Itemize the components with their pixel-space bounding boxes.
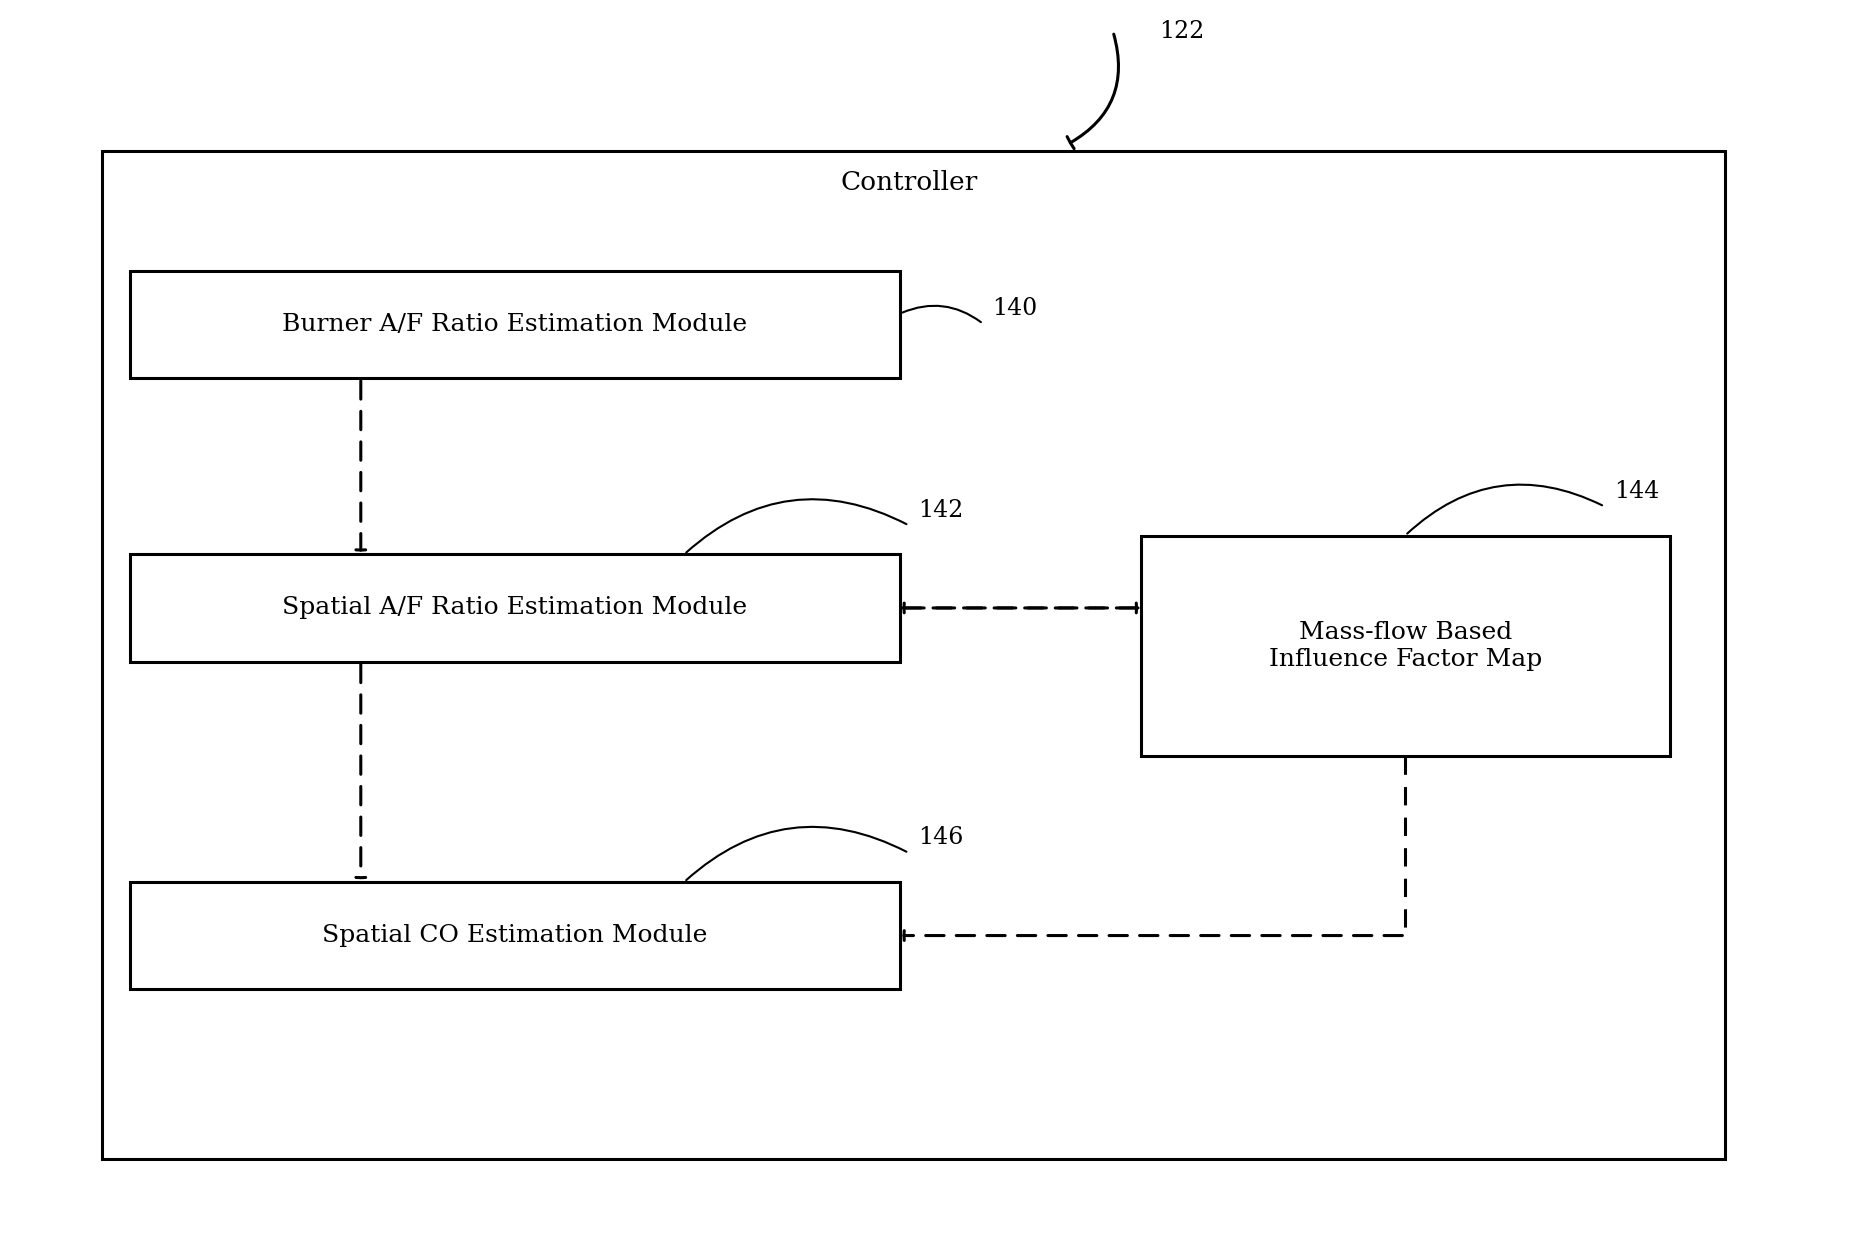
Text: 142: 142 xyxy=(918,499,963,522)
Bar xyxy=(130,271,900,378)
Text: 122: 122 xyxy=(1159,20,1204,43)
Text: Spatial A/F Ratio Estimation Module: Spatial A/F Ratio Estimation Module xyxy=(282,596,748,620)
Bar xyxy=(1141,536,1670,756)
Bar xyxy=(130,554,900,662)
Text: 144: 144 xyxy=(1614,480,1658,503)
Text: Controller: Controller xyxy=(840,170,978,195)
Text: Spatial CO Estimation Module: Spatial CO Estimation Module xyxy=(323,924,707,948)
Bar xyxy=(130,882,900,989)
Text: Burner A/F Ratio Estimation Module: Burner A/F Ratio Estimation Module xyxy=(282,312,748,336)
Bar xyxy=(102,151,1725,1159)
Text: 146: 146 xyxy=(918,827,963,849)
Text: 140: 140 xyxy=(992,297,1037,320)
Text: Mass-flow Based
Influence Factor Map: Mass-flow Based Influence Factor Map xyxy=(1269,621,1542,670)
